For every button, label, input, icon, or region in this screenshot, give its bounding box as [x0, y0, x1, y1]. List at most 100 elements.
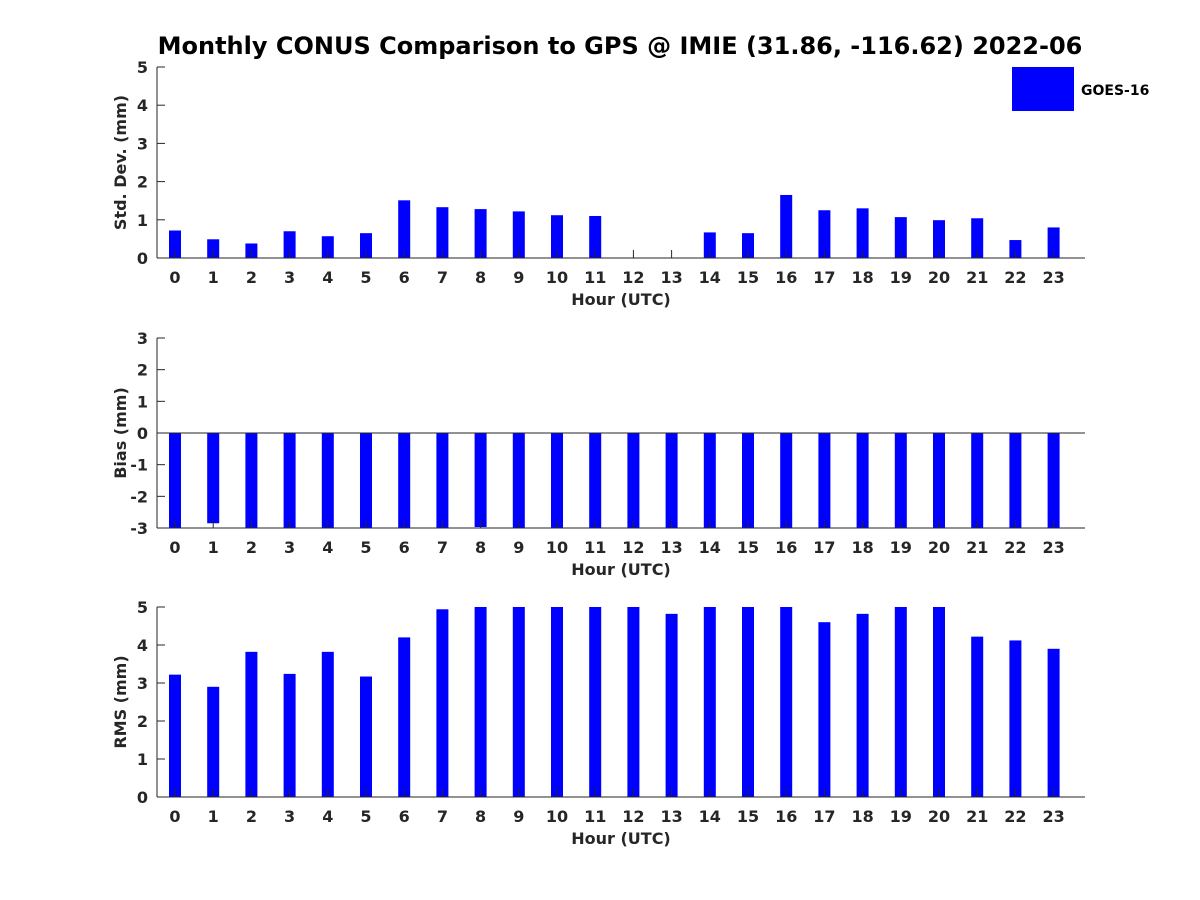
- y-tick-label-bias-0: 0: [137, 424, 148, 443]
- bar-std-dev-hour-21: [971, 218, 984, 258]
- bar-std-dev-hour-3: [283, 231, 296, 258]
- x-tick-label-rms-18: 18: [851, 807, 873, 826]
- x-tick-label-rms-7: 7: [437, 807, 448, 826]
- x-tick-label-rms-13: 13: [660, 807, 682, 826]
- x-tick-label-std-dev-4: 4: [322, 268, 333, 287]
- y-tick-label-rms-0: 0: [137, 788, 148, 807]
- legend-label-goes-16: GOES-16: [1081, 83, 1149, 99]
- x-tick-label-rms-8: 8: [475, 807, 486, 826]
- y-tick-label-bias-1: 1: [137, 392, 148, 411]
- x-tick-label-bias-4: 4: [322, 538, 333, 557]
- y-tick-label-std-dev-0: 0: [137, 249, 148, 268]
- bar-bias-hour-18: [856, 433, 869, 528]
- bar-std-dev-hour-19: [894, 217, 907, 258]
- x-tick-label-rms-21: 21: [966, 807, 988, 826]
- bar-std-dev-hour-18: [856, 208, 869, 258]
- bar-bias-hour-19: [894, 433, 907, 528]
- bar-bias-hour-12: [627, 433, 640, 528]
- y-axis-label-rms: RMS (mm): [111, 655, 130, 748]
- chart-title: Monthly CONUS Comparison to GPS @ IMIE (…: [158, 32, 1083, 60]
- bar-rms-hour-16: [780, 607, 793, 797]
- x-tick-label-std-dev-23: 23: [1042, 268, 1064, 287]
- bar-rms-hour-18: [856, 613, 869, 797]
- bar-bias-hour-0: [169, 433, 181, 528]
- bar-rms-hour-20: [933, 607, 945, 797]
- y-axis-label-std-dev: Std. Dev. (mm): [111, 95, 130, 230]
- y-tick-label-rms-4: 4: [137, 636, 148, 655]
- y-tick-label-bias-3: 3: [137, 329, 148, 348]
- bar-bias-hour-17: [818, 433, 831, 528]
- x-tick-label-bias-17: 17: [813, 538, 835, 557]
- x-tick-label-std-dev-16: 16: [775, 268, 797, 287]
- x-tick-label-std-dev-0: 0: [169, 268, 180, 287]
- x-tick-label-std-dev-5: 5: [360, 268, 371, 287]
- x-tick-label-bias-14: 14: [699, 538, 721, 557]
- bar-std-dev-hour-0: [169, 230, 181, 258]
- bar-std-dev-hour-10: [551, 215, 563, 258]
- x-tick-label-rms-22: 22: [1004, 807, 1026, 826]
- bar-rms-hour-5: [360, 676, 372, 797]
- bar-std-dev-hour-15: [742, 233, 754, 258]
- x-tick-label-rms-3: 3: [284, 807, 295, 826]
- x-tick-label-std-dev-9: 9: [513, 268, 524, 287]
- bar-bias-hour-22: [1009, 433, 1022, 528]
- bar-std-dev-hour-11: [589, 215, 602, 258]
- bar-bias-hour-15: [742, 433, 754, 528]
- x-tick-label-rms-6: 6: [399, 807, 410, 826]
- x-tick-label-std-dev-3: 3: [284, 268, 295, 287]
- bar-bias-hour-8: [474, 433, 487, 528]
- bar-rms-hour-12: [627, 607, 640, 797]
- bar-rms-hour-2: [245, 651, 258, 797]
- bar-std-dev-hour-23: [1047, 227, 1060, 258]
- bar-rms-hour-0: [169, 674, 181, 797]
- x-tick-label-bias-5: 5: [360, 538, 371, 557]
- y-tick-label-std-dev-4: 4: [137, 96, 148, 115]
- x-tick-label-rms-4: 4: [322, 807, 333, 826]
- x-tick-label-bias-18: 18: [851, 538, 873, 557]
- x-tick-label-std-dev-14: 14: [699, 268, 721, 287]
- y-tick-label-rms-2: 2: [137, 712, 148, 731]
- bar-rms-hour-19: [894, 607, 907, 797]
- bar-bias-hour-9: [512, 433, 525, 528]
- x-tick-label-bias-11: 11: [584, 538, 606, 557]
- bar-std-dev-hour-6: [398, 200, 411, 258]
- y-tick-label-std-dev-5: 5: [137, 58, 148, 77]
- y-tick-label-bias--2: -2: [130, 487, 148, 506]
- y-tick-label-bias-2: 2: [137, 361, 148, 380]
- bar-rms-hour-21: [971, 636, 984, 797]
- x-tick-label-std-dev-11: 11: [584, 268, 606, 287]
- x-tick-label-bias-1: 1: [208, 538, 219, 557]
- x-axis-label-std-dev: Hour (UTC): [571, 290, 671, 309]
- x-tick-label-rms-23: 23: [1042, 807, 1064, 826]
- x-tick-label-std-dev-7: 7: [437, 268, 448, 287]
- bar-bias-hour-7: [436, 433, 449, 528]
- x-tick-label-std-dev-18: 18: [851, 268, 873, 287]
- bar-bias-hour-1: [207, 433, 220, 524]
- x-tick-label-bias-23: 23: [1042, 538, 1064, 557]
- bar-rms-hour-23: [1047, 648, 1060, 797]
- bar-std-dev-hour-20: [933, 220, 945, 258]
- bar-bias-hour-11: [589, 433, 602, 528]
- y-tick-label-std-dev-3: 3: [137, 134, 148, 153]
- x-tick-label-std-dev-8: 8: [475, 268, 486, 287]
- bar-std-dev-hour-9: [512, 211, 525, 258]
- x-axis-label-rms: Hour (UTC): [571, 829, 671, 848]
- bar-rms-hour-6: [398, 637, 411, 797]
- bar-bias-hour-5: [360, 433, 372, 528]
- x-tick-label-std-dev-21: 21: [966, 268, 988, 287]
- x-tick-label-bias-21: 21: [966, 538, 988, 557]
- x-tick-label-bias-15: 15: [737, 538, 759, 557]
- bar-std-dev-hour-16: [780, 194, 793, 258]
- x-tick-label-bias-20: 20: [928, 538, 950, 557]
- x-tick-label-bias-19: 19: [890, 538, 912, 557]
- legend: GOES-16: [1012, 67, 1149, 111]
- x-tick-label-bias-3: 3: [284, 538, 295, 557]
- bar-bias-hour-2: [245, 433, 258, 528]
- x-tick-label-std-dev-13: 13: [660, 268, 682, 287]
- bar-std-dev-hour-5: [360, 233, 372, 258]
- x-tick-label-rms-19: 19: [890, 807, 912, 826]
- x-tick-label-rms-17: 17: [813, 807, 835, 826]
- x-tick-label-bias-9: 9: [513, 538, 524, 557]
